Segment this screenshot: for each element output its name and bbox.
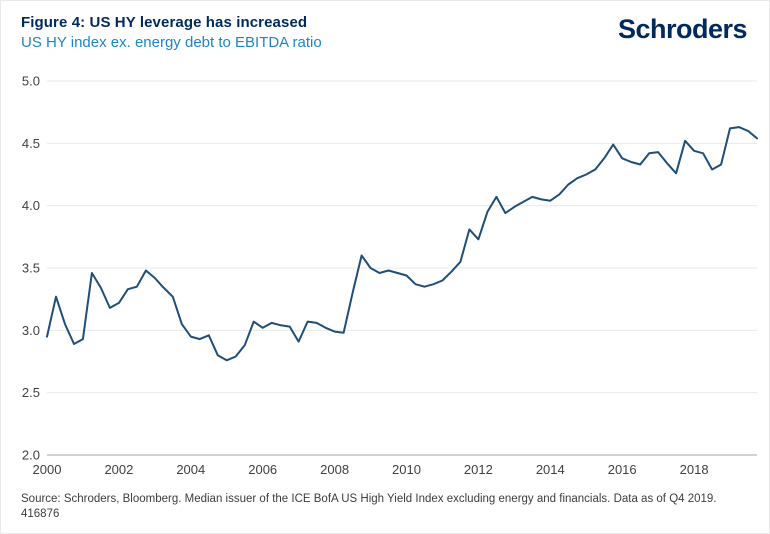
y-tick-label: 2.5 bbox=[22, 385, 40, 400]
source-note: Source: Schroders, Bloomberg. Median iss… bbox=[21, 493, 717, 505]
x-tick-label: 2002 bbox=[104, 462, 133, 477]
x-tick-label: 2000 bbox=[33, 462, 62, 477]
x-tick-label: 2014 bbox=[536, 462, 565, 477]
y-tick-label: 4.5 bbox=[22, 136, 40, 151]
x-tick-label: 2012 bbox=[464, 462, 493, 477]
x-tick-label: 2010 bbox=[392, 462, 421, 477]
x-tick-label: 2004 bbox=[176, 462, 205, 477]
x-tick-label: 2008 bbox=[320, 462, 349, 477]
footer-notes: Source: Schroders, Bloomberg. Median iss… bbox=[21, 492, 717, 522]
series-line bbox=[46, 126, 758, 362]
y-tick-label: 5.0 bbox=[22, 74, 40, 89]
x-tick-label: 2018 bbox=[680, 462, 709, 477]
chart-subtitle: US HY index ex. energy debt to EBITDA ra… bbox=[21, 34, 322, 51]
reference-number: 416876 bbox=[21, 508, 60, 520]
y-tick-label: 3.5 bbox=[22, 261, 40, 276]
x-tick-label: 2006 bbox=[248, 462, 277, 477]
y-tick-label: 4.0 bbox=[22, 198, 40, 213]
chart-title: Figure 4: US HY leverage has increased bbox=[21, 14, 308, 31]
y-tick-label: 3.0 bbox=[22, 323, 40, 338]
schroders-logo: Schroders bbox=[617, 14, 748, 44]
y-tick-label: 2.0 bbox=[22, 448, 40, 463]
x-tick-label: 2016 bbox=[608, 462, 637, 477]
